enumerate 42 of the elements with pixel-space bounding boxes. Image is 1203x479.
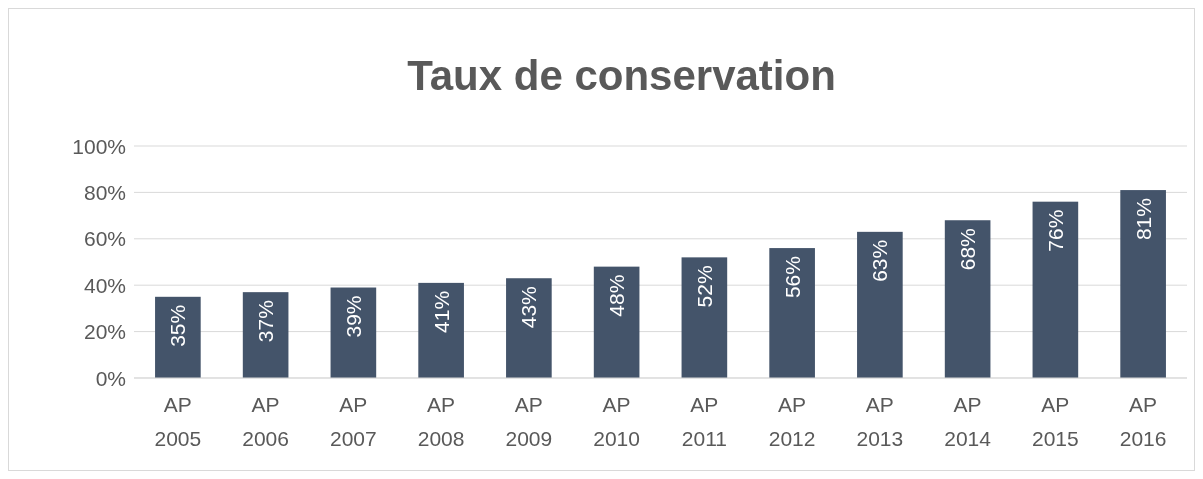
- y-tick-label: 0%: [95, 366, 126, 390]
- x-tick-label: AP 2011: [681, 393, 727, 450]
- data-label: 63%: [868, 239, 892, 282]
- x-tick-label: AP 2006: [242, 393, 289, 450]
- x-tick-label: AP 2013: [856, 393, 904, 450]
- bar: [242, 292, 289, 378]
- y-tick-label: 100%: [72, 134, 126, 158]
- x-tick-label: AP 2014: [944, 393, 992, 450]
- chart-title: Taux de conservation: [407, 52, 836, 99]
- data-label: 56%: [780, 256, 804, 299]
- data-label: 68%: [956, 228, 980, 271]
- bar: [944, 220, 991, 378]
- bar: [593, 266, 640, 378]
- bar: [418, 282, 464, 378]
- data-label: 41%: [429, 290, 453, 333]
- x-tick-label: AP 2015: [1032, 393, 1079, 450]
- data-label: 35%: [166, 304, 190, 347]
- y-tick-label: 80%: [83, 180, 126, 204]
- data-label: 52%: [692, 265, 716, 308]
- x-tick-label: AP 2012: [768, 393, 816, 450]
- x-tick-label: AP 2005: [154, 393, 202, 450]
- x-tick-label: AP 2008: [417, 393, 465, 450]
- bar: [1032, 201, 1079, 378]
- x-tick-label: AP 2009: [505, 393, 553, 450]
- data-label: 39%: [341, 295, 365, 338]
- x-tick-label: AP 2007: [330, 393, 377, 450]
- bar: [506, 278, 552, 378]
- bar: [769, 248, 815, 378]
- bar: [1120, 190, 1166, 378]
- bar: [155, 296, 201, 378]
- bar: [857, 231, 903, 378]
- y-tick-label: 20%: [83, 320, 126, 344]
- x-tick-label: AP 2010: [593, 393, 640, 450]
- x-tick-label: AP 2016: [1119, 393, 1167, 450]
- data-label: 43%: [517, 286, 541, 329]
- data-label: 48%: [605, 274, 629, 317]
- bar: [681, 257, 728, 378]
- data-label: 76%: [1043, 209, 1067, 252]
- data-label: 81%: [1131, 198, 1155, 241]
- y-tick-label: 40%: [83, 273, 126, 297]
- data-label: 37%: [254, 300, 278, 343]
- y-tick-label: 60%: [83, 227, 126, 251]
